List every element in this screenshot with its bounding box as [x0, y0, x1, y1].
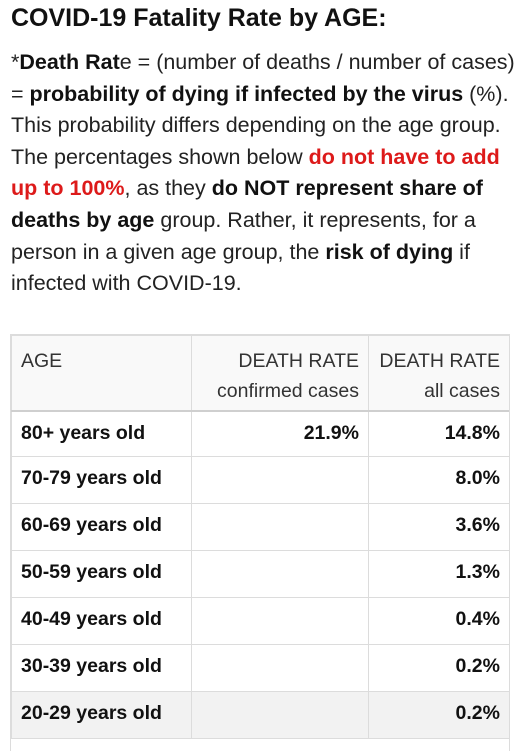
fatality-rate-table: AGE DEATH RATE confirmed cases DEATH RATE…: [11, 335, 509, 739]
intro-bold-risk: risk of dying: [325, 239, 454, 264]
confirmed-rate-cell: [191, 456, 369, 504]
age-cell: 30-39 years old: [11, 644, 192, 692]
table-header-row: AGE DEATH RATE confirmed cases DEATH RATE…: [11, 335, 509, 412]
intro-bold-not-share: do NOT represent share of deaths by age: [11, 176, 483, 232]
intro-text-1: *: [11, 50, 20, 74]
confirmed-rate-cell: 21.9%: [191, 410, 369, 457]
confirmed-rate-cell: [191, 644, 369, 692]
table-row: 80+ years old 21.9% 14.8%: [11, 410, 509, 457]
confirmed-rate-cell: [191, 503, 369, 551]
age-cell: 20-29 years old: [11, 691, 192, 739]
all-rate-cell: 14.8%: [368, 410, 509, 457]
all-rate-cell: 8.0%: [368, 456, 509, 504]
confirmed-rate-cell: [191, 597, 369, 645]
intro-bold-probability: probability of dying if infected by the …: [29, 81, 464, 106]
header-age: AGE: [11, 335, 192, 412]
all-rate-cell: 0.2%: [368, 644, 509, 692]
intro-red-warning: do not have to add up to 100%: [11, 144, 500, 201]
table-row: 40-49 years old 0.4%: [11, 597, 509, 645]
intro-text-3: (%). This probability differs depending …: [11, 81, 509, 169]
age-cell: 40-49 years old: [11, 597, 192, 645]
confirmed-rate-cell: [191, 550, 369, 598]
age-cell: 80+ years old: [11, 410, 192, 457]
intro-text-2: e = (number of deaths / number of cases)…: [11, 50, 515, 106]
table-row: 60-69 years old 3.6%: [11, 503, 509, 551]
table-row: 70-79 years old 8.0%: [11, 456, 509, 504]
intro-paragraph: *Death Rate = (number of deaths / number…: [11, 47, 521, 300]
table-row: 50-59 years old 1.3%: [11, 550, 509, 598]
table-row: 30-39 years old 0.2%: [11, 644, 509, 692]
age-cell: 50-59 years old: [11, 550, 192, 598]
confirmed-rate-cell: [191, 691, 369, 739]
header-death-rate-confirmed: DEATH RATE confirmed cases: [191, 335, 369, 412]
age-cell: 70-79 years old: [11, 456, 192, 504]
all-rate-cell: 1.3%: [368, 550, 509, 598]
intro-text-6: if infected with COVID-19.: [11, 239, 470, 296]
page-title: COVID-19 Fatality Rate by AGE:: [11, 4, 387, 32]
intro-text-5: group. Rather, it represents, for a pers…: [11, 207, 476, 264]
fatality-table-container: AGE DEATH RATE confirmed cases DEATH RATE…: [10, 334, 510, 751]
all-rate-cell: 0.4%: [368, 597, 509, 645]
header-death-rate-all: DEATH RATE all cases: [368, 335, 509, 412]
intro-text-4: , as they: [124, 176, 212, 201]
intro-bold-death-rate: Death Rat: [19, 50, 120, 74]
all-rate-cell: 3.6%: [368, 503, 509, 551]
table-row: 20-29 years old 0.2%: [11, 691, 509, 739]
age-cell: 60-69 years old: [11, 503, 192, 551]
all-rate-cell: 0.2%: [368, 691, 509, 739]
